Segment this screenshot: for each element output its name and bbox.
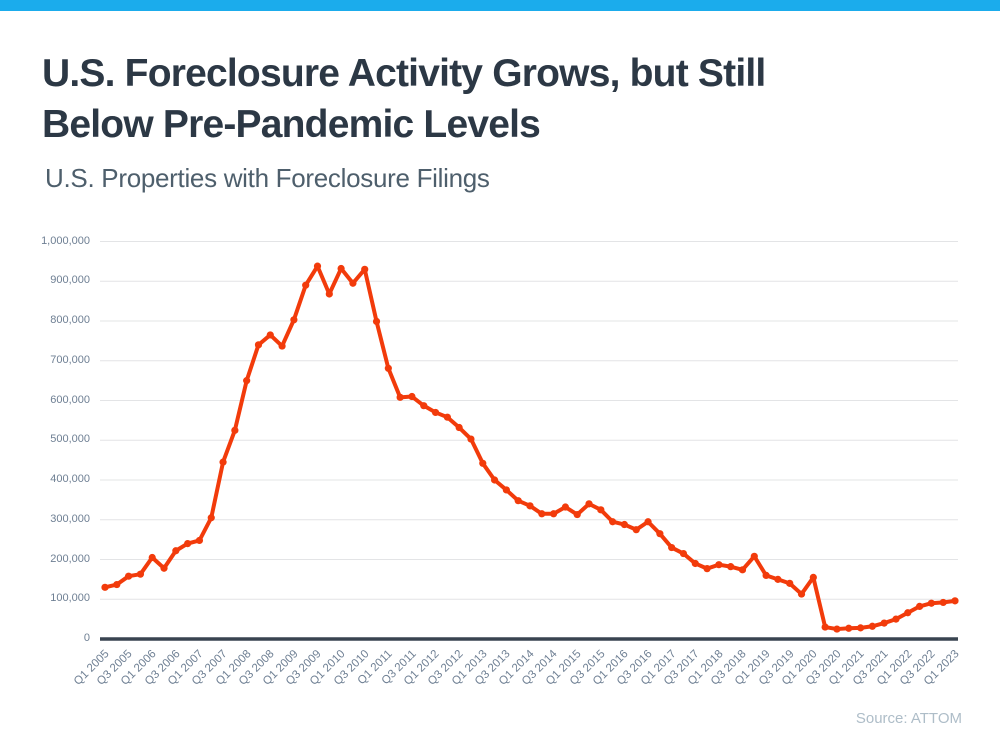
data-point bbox=[349, 279, 357, 287]
data-point bbox=[679, 549, 688, 558]
data-point bbox=[254, 341, 263, 349]
data-point bbox=[172, 547, 180, 555]
data-point bbox=[774, 575, 782, 583]
data-point bbox=[337, 264, 345, 273]
data-point bbox=[927, 599, 935, 607]
data-point bbox=[408, 392, 416, 401]
page-title-line-2: Below Pre-Pandemic Levels bbox=[42, 103, 541, 146]
data-point bbox=[101, 583, 109, 591]
data-point bbox=[302, 281, 310, 289]
data-point bbox=[431, 408, 440, 417]
data-point bbox=[868, 622, 876, 630]
data-point bbox=[762, 571, 770, 580]
data-point bbox=[384, 364, 392, 372]
data-point bbox=[136, 570, 145, 578]
data-point bbox=[455, 423, 463, 432]
data-point bbox=[715, 561, 723, 569]
page-title: U.S. Foreclosure Activity Grows, but Sti… bbox=[42, 48, 766, 150]
data-point bbox=[396, 393, 404, 401]
data-point bbox=[809, 573, 817, 581]
data-point bbox=[125, 572, 133, 580]
data-point bbox=[561, 503, 570, 511]
data-point bbox=[231, 426, 239, 434]
data-point bbox=[243, 377, 251, 385]
data-point bbox=[915, 602, 924, 611]
data-point bbox=[526, 502, 534, 510]
data-point bbox=[691, 559, 699, 568]
data-point bbox=[703, 565, 711, 573]
data-point bbox=[939, 598, 947, 607]
data-point bbox=[738, 566, 747, 574]
data-point bbox=[833, 625, 841, 633]
data-point bbox=[420, 402, 428, 410]
data-point bbox=[821, 623, 829, 631]
data-point bbox=[467, 435, 475, 443]
data-point bbox=[443, 413, 451, 421]
data-point bbox=[372, 317, 381, 325]
data-point bbox=[502, 486, 510, 494]
data-point bbox=[490, 476, 499, 484]
data-point bbox=[325, 290, 333, 298]
data-point bbox=[195, 536, 204, 545]
data-point bbox=[597, 506, 605, 514]
data-point bbox=[656, 530, 664, 538]
page-title-line-1: U.S. Foreclosure Activity Grows, but Sti… bbox=[42, 52, 766, 95]
data-point bbox=[207, 514, 215, 522]
data-point bbox=[113, 580, 121, 589]
data-point bbox=[585, 500, 593, 508]
data-point bbox=[184, 540, 192, 548]
source-label: Source: ATTOM bbox=[855, 710, 962, 727]
data-point bbox=[892, 615, 900, 623]
data-point bbox=[904, 609, 912, 617]
data-point bbox=[727, 563, 735, 571]
data-point bbox=[856, 624, 865, 632]
data-point bbox=[668, 543, 676, 552]
data-point bbox=[313, 262, 322, 270]
data-point bbox=[845, 624, 853, 632]
data-point bbox=[290, 316, 298, 324]
data-point bbox=[632, 526, 640, 534]
data-point bbox=[538, 510, 546, 518]
data-point bbox=[148, 553, 156, 562]
data-point bbox=[550, 510, 558, 518]
chart-subtitle: U.S. Properties with Foreclosure Filings bbox=[45, 163, 490, 193]
data-point bbox=[219, 458, 227, 466]
data-point bbox=[278, 342, 286, 350]
data-point bbox=[644, 518, 652, 526]
data-point bbox=[573, 510, 581, 519]
data-point bbox=[951, 597, 959, 605]
data-point bbox=[514, 497, 522, 505]
data-point bbox=[750, 552, 758, 560]
data-point bbox=[479, 459, 487, 467]
top-accent-bar bbox=[0, 0, 1000, 11]
data-point bbox=[620, 520, 629, 529]
data-point bbox=[361, 265, 369, 273]
data-point bbox=[266, 331, 274, 339]
data-point bbox=[880, 619, 888, 627]
data-point bbox=[786, 579, 794, 587]
data-point bbox=[160, 564, 168, 572]
data-point bbox=[609, 518, 617, 526]
data-point bbox=[797, 590, 806, 598]
